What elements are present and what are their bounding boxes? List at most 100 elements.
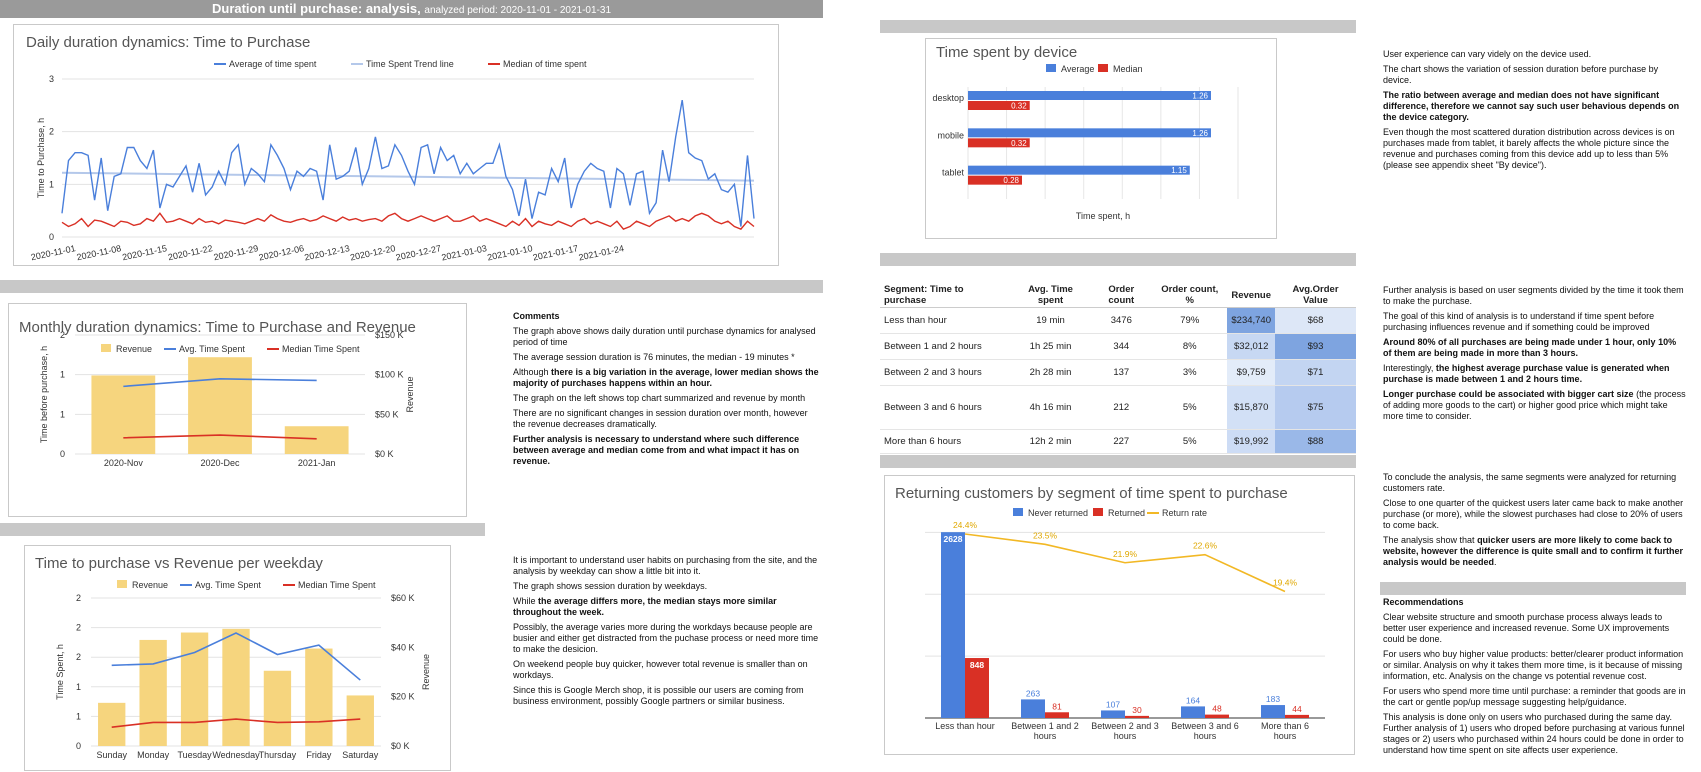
revenue-bar: [91, 375, 156, 454]
x-tick-label: 2021-01-10: [486, 243, 533, 262]
chart-title: Returning customers by segment of time s…: [895, 485, 1288, 502]
comment-paragraph: For users who buy higher value products:…: [1383, 649, 1684, 681]
weekday-chart-card: Time to purchase vs Revenue per weekday R…: [24, 545, 451, 771]
bar-label: 2628: [944, 534, 963, 544]
segment-table: Segment: Time to purchase Avg. Time spent…: [880, 283, 1356, 454]
y-tick-label: 2: [76, 652, 81, 662]
revenue-bar: [284, 426, 349, 454]
x-tick-label: 2020-11-01: [30, 243, 76, 262]
x-tick-label: 2020-11-22: [167, 243, 213, 262]
revenue-bar: [222, 628, 250, 746]
x-tick-label: Less than hour: [935, 721, 995, 731]
table-cell: 4h 16 min: [1010, 385, 1091, 430]
comment-paragraph: The graph above shows daily duration unt…: [513, 326, 816, 347]
legend-label: Median Time Spent: [298, 580, 376, 590]
table-cell: $88: [1275, 429, 1356, 454]
table-cell: $32,012: [1227, 333, 1275, 360]
x-tick-label: Sunday: [96, 750, 127, 760]
x-tick-label: hours: [1034, 731, 1057, 741]
daily-chart: Daily duration dynamics: Time to Purchas…: [26, 34, 755, 263]
average-bar: [968, 128, 1211, 138]
x-tick-label: 2021-01-17: [532, 243, 579, 262]
returned-bar: [1045, 712, 1069, 718]
never-returned-bar: [1101, 710, 1125, 718]
column-header: Revenue: [1227, 283, 1275, 308]
monthly-chart-card: Monthly duration dynamics: Time to Purch…: [8, 303, 467, 517]
comment-paragraph: Further analysis is necessary to underst…: [513, 434, 800, 466]
comment-paragraph: Even though the most scattered duration …: [1383, 127, 1675, 170]
table-cell: 212: [1090, 385, 1153, 430]
return-rate-line: [964, 533, 1286, 593]
y-right-tick-label: $100 K: [375, 370, 404, 380]
x-tick-label: 2021-01-24: [578, 243, 625, 262]
returning-chart: Returning customers by segment of time s…: [895, 485, 1325, 741]
median-time-line: [111, 718, 361, 728]
comment-paragraph: The goal of this kind of analysis is to …: [1383, 311, 1655, 332]
x-tick-label: Wednesday: [212, 750, 260, 760]
comment-paragraph: Close to one quarter of the quickest use…: [1383, 498, 1684, 530]
y-right-tick-label: $20 K: [391, 692, 415, 702]
y-tick-label: 2: [49, 127, 54, 137]
monthly-comments: Comments The graph above shows daily dur…: [513, 311, 819, 471]
median-bar: [968, 138, 1030, 148]
x-tick-label: Between 2 and 3: [1091, 721, 1159, 731]
table-cell: Between 1 and 2 hours: [880, 333, 1011, 360]
table-cell: $15,870: [1227, 385, 1275, 430]
y-tick-label: 0: [49, 232, 54, 242]
returning-comments: To conclude the analysis, the same segme…: [1383, 472, 1686, 572]
bar-label: 48: [1212, 704, 1222, 714]
comment-paragraph: It is important to understand user habit…: [513, 555, 818, 576]
comment-paragraph: The chart shows the variation of session…: [1383, 64, 1659, 85]
y-axis-label: Time before purchase, h: [39, 346, 49, 443]
avg-time-line: [123, 378, 317, 388]
table-row: Between 3 and 6 hours 4h 16 min 212 5% $15,8…: [880, 385, 1356, 430]
chart-title: Monthly duration dynamics: Time to Purch…: [19, 319, 416, 336]
x-tick-label: Between 3 and 6: [1171, 721, 1239, 731]
bar-label: 263: [1026, 688, 1040, 698]
never-returned-bar: [1261, 705, 1285, 718]
comment-paragraph: The analysis show that quicker users are…: [1383, 535, 1684, 567]
x-tick-label: 2020-12-27: [395, 243, 442, 262]
y-right-tick-label: $0 K: [391, 741, 410, 751]
table-cell: 5%: [1152, 429, 1228, 454]
x-tick-label: 2020-12-13: [303, 243, 350, 262]
x-tick-label: Between 1 and 2: [1011, 721, 1079, 731]
table-cell: 8%: [1152, 333, 1228, 360]
table-cell: 344: [1090, 333, 1153, 360]
legend-swatch: [1093, 508, 1103, 516]
divider-band: [0, 280, 823, 293]
table-cell: $234,740: [1227, 307, 1275, 334]
x-tick-label: hours: [1274, 731, 1297, 741]
segment-table-header: Segment: Time to purchase Avg. Time spent…: [880, 283, 1356, 308]
comments-heading: Comments: [513, 311, 560, 321]
y-tick-label: 1: [76, 711, 81, 721]
legend-label: Median Time Spent: [282, 344, 360, 354]
y-right-axis-label: Revenue: [421, 654, 431, 690]
column-header: Segment: Time to purchase: [880, 283, 1011, 308]
comment-paragraph: There are no significant changes in sess…: [513, 408, 808, 429]
comment-paragraph: Clear website structure and smooth purch…: [1383, 612, 1670, 644]
y-tick-label: 2: [76, 623, 81, 633]
bar-label: 0.28: [1003, 176, 1019, 185]
divider-band: [880, 455, 1356, 468]
weekday-comments: It is important to understand user habit…: [513, 555, 823, 711]
bar-label: 107: [1106, 699, 1120, 709]
x-tick-label: 2020-11-08: [76, 243, 122, 262]
comment-paragraph: Around 80% of all purchases are being ma…: [1383, 337, 1677, 358]
bar-label: 183: [1266, 694, 1280, 704]
monthly-chart: Monthly duration dynamics: Time to Purch…: [19, 319, 416, 468]
table-cell: More than 6 hours: [880, 429, 1011, 454]
x-tick-label: 2021-01-03: [441, 243, 488, 262]
revenue-bar: [263, 670, 292, 746]
table-cell: 79%: [1152, 307, 1228, 334]
legend-label: Avg. Time Spent: [195, 580, 261, 590]
bar-label: 0.32: [1011, 139, 1027, 148]
comment-paragraph: The graph shows session duration by week…: [513, 581, 708, 591]
table-cell: Less than hour: [880, 307, 1011, 334]
y-tick-label: mobile: [937, 130, 964, 140]
chart-title: Daily duration dynamics: Time to Purchas…: [26, 34, 310, 51]
rate-label: 19.4%: [1273, 578, 1298, 588]
table-cell: $71: [1275, 359, 1356, 386]
x-tick-label: 2020-12-06: [258, 243, 305, 262]
table-row: Between 1 and 2 hours 1h 25 min 344 8% $32,0…: [880, 333, 1356, 360]
